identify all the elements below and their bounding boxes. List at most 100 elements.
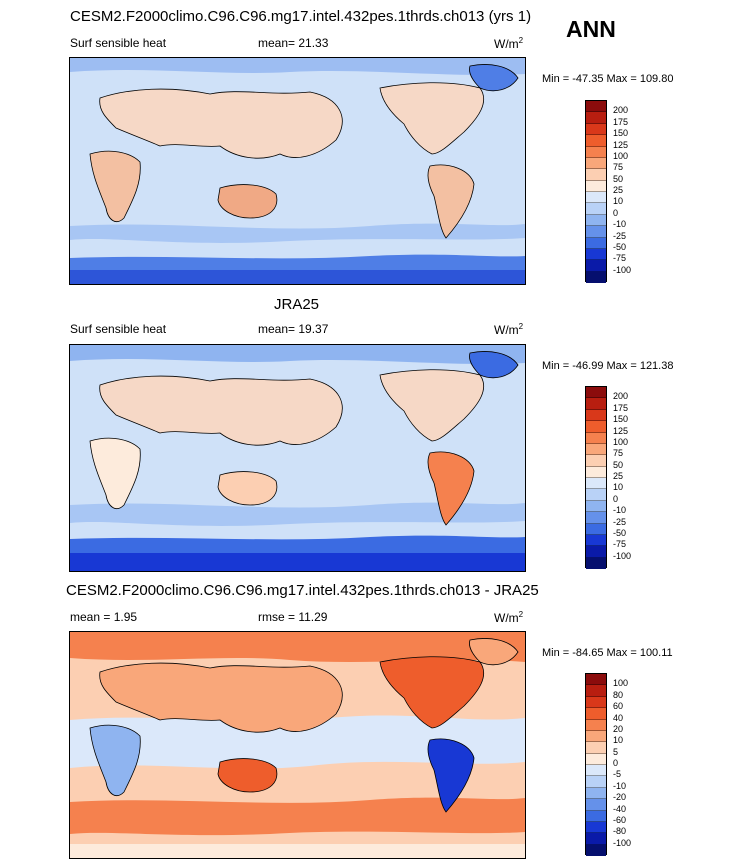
panel-3-land-greenland [469,638,519,666]
colorbar-tick-label: 100 [613,150,629,161]
colorbar-swatch [586,169,606,181]
colorbar-tick-label: 50 [613,459,624,470]
panel-3-antarctic-band [70,844,525,858]
colorbar-tick-label: -100 [613,550,632,561]
season-label: ANN [566,16,616,42]
panel-1-arctic-band [70,58,525,75]
colorbar-tick-label: 0 [613,758,619,768]
colorbar-swatch [586,387,606,399]
panel-2-arctic-band [70,345,525,364]
colorbar-tick-label: 125 [613,425,629,436]
colorbar-tick-label: 20 [613,723,624,734]
colorbar-swatch [586,821,606,834]
panel-3-arctic-band [70,632,525,662]
colorbar-tick-label: -10 [613,219,627,230]
colorbar-tick-label: -100 [613,837,632,848]
panel-1-variable-label: Surf sensible heat [70,36,167,50]
colorbar-tick-label: -40 [613,803,627,814]
panel-2-map-svg [70,345,525,571]
panel-1-land-australia [217,184,278,219]
colorbar-swatch [586,765,606,777]
colorbar-tick-label: -80 [613,826,627,837]
colorbar-swatch [586,101,606,113]
colorbar-tick-label: 200 [613,105,629,116]
panel-3-land-eurasia [99,662,343,733]
colorbar-swatch [586,248,606,261]
colorbar-swatch [586,685,606,697]
panel-3-land-south-america [427,738,475,813]
panel-2-antarctic-core [70,553,525,571]
colorbar-swatch [586,260,606,272]
colorbar-tick-label: 50 [613,173,624,184]
panel-2-land-australia [217,471,278,506]
panel-1-antarctic-core [70,270,525,284]
panel-2-minmax-label: Min = -46.99 Max = 121.38 [542,360,674,372]
panel-3-map [69,631,526,859]
colorbar-swatch [586,489,606,501]
colorbar-swatch [586,742,606,754]
colorbar-swatch [586,455,606,467]
panel-3-rmse-label: rmse = 11.29 [258,610,328,624]
colorbar-swatch [586,787,606,800]
colorbar-tick-label: -75 [613,253,627,264]
colorbar-tick-label: -25 [613,516,627,527]
colorbar-swatch [586,674,606,686]
panel-1-land-africa [89,150,141,222]
colorbar-tick-label: 40 [613,712,624,723]
panel-1-southern-ocean-band [70,223,525,243]
panel-1-land-north-america [379,82,485,155]
colorbar-tick-label: 10 [613,482,624,493]
colorbar-swatch [586,146,606,158]
colorbar-tick-label: 175 [613,116,629,127]
colorbar-tick-label: 0 [613,493,619,504]
colorbar-swatch [586,398,606,410]
panel-1-title: CESM2.F2000climo.C96.C96.mg17.intel.432p… [70,8,532,25]
colorbar-swatch [586,237,606,249]
colorbar-swatch [586,123,606,136]
colorbar-tick-label: -10 [613,780,627,791]
colorbar-swatch [586,776,606,788]
panel-3-title: CESM2.F2000climo.C96.C96.mg17.intel.432p… [66,582,539,599]
colorbar-tick-label: 125 [613,139,629,150]
panel-1-map [69,57,526,285]
panel-2-title: JRA25 [274,296,320,313]
panel-2-map [69,344,526,572]
panel-2-units-label: W/m2 [494,322,524,337]
colorbar-swatch [586,500,606,513]
panel-3-land-africa [89,724,141,796]
colorbar-swatch [586,443,606,456]
panel-1-mean-label: mean= 21.33 [258,36,329,50]
panel-2-land-greenland [469,351,519,379]
panel-3-colorbar [585,673,607,856]
panel-3-land-australia [217,758,278,793]
panel-2-mean-label: mean= 19.37 [258,322,329,336]
colorbar-swatch [586,546,606,558]
colorbar-swatch [586,112,606,124]
panel-1-colorbar [585,100,607,283]
colorbar-swatch [586,696,606,709]
colorbar-tick-label: -75 [613,539,627,550]
colorbar-tick-label: 25 [613,471,624,481]
panel-2-colorbar-ticks: 200 175 150 125 100 75 50 25 10 0 -10 -25 -50 -75 -100 [613,386,653,568]
colorbar-tick-label: 75 [613,162,624,173]
colorbar-tick-label: 100 [613,678,629,689]
panel-2-southern-ocean-band [70,502,525,526]
colorbar-tick-label: -60 [613,814,627,825]
colorbar-swatch [586,557,606,569]
panel-2-land-eurasia [99,375,343,446]
colorbar-tick-label: 200 [613,391,629,402]
panel-2-land-south-america [427,451,475,526]
panel-3-colorbar-ticks: 100 80 60 40 20 10 5 0 -5 -10 -20 -40 -60 -80 -100 [613,673,653,855]
colorbar-tick-label: 175 [613,402,629,413]
colorbar-swatch [586,214,606,227]
colorbar-swatch [586,192,606,204]
panel-1-units-label: W/m2 [494,36,524,51]
panel-3-mean-label: mean = 1.95 [70,610,138,624]
panel-1-map-svg [70,58,525,284]
colorbar-swatch [586,708,606,720]
colorbar-swatch [586,810,606,822]
panel-3-units-label: W/m2 [494,610,524,625]
colorbar-tick-label: -50 [613,527,627,538]
colorbar-swatch [586,833,606,845]
colorbar-tick-label: 25 [613,185,624,195]
